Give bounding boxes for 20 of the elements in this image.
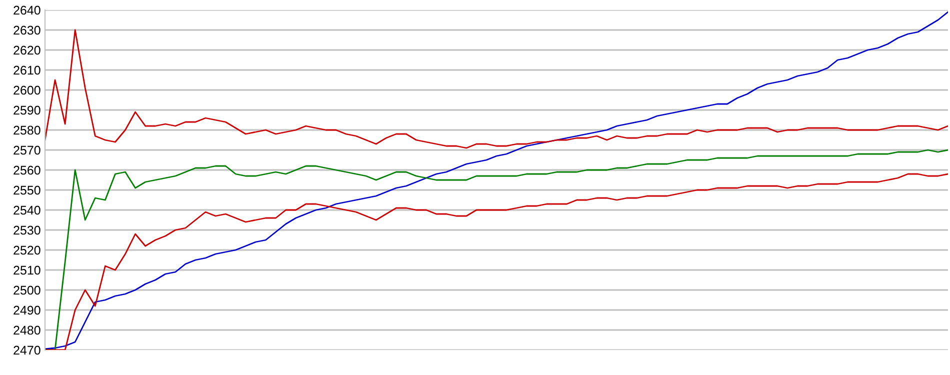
y-tick-label: 2580 [14,126,40,135]
y-tick-label: 2520 [14,246,40,255]
y-tick-label: 2530 [14,226,40,235]
y-tick-label: 2620 [14,46,40,55]
y-tick-label: 2490 [14,306,40,315]
y-tick-label: 2510 [14,266,40,275]
y-tick-label: 2500 [14,286,40,295]
line-series [45,29,948,149]
y-tick-label: 2470 [14,346,40,355]
y-tick-label: 2640 [14,6,40,15]
y-tick-label: 2480 [14,326,40,335]
line-series [45,11,948,350]
y-tick-label: 2600 [14,86,40,95]
y-tick-label: 2630 [14,26,40,35]
y-tick-label: 2560 [14,166,40,175]
y-tick-label: 2610 [14,66,40,75]
y-tick-label: 2540 [14,206,40,215]
y-tick-label: 2550 [14,186,40,195]
y-tick-label: 2590 [14,106,40,115]
y-tick-label: 2570 [14,146,40,155]
